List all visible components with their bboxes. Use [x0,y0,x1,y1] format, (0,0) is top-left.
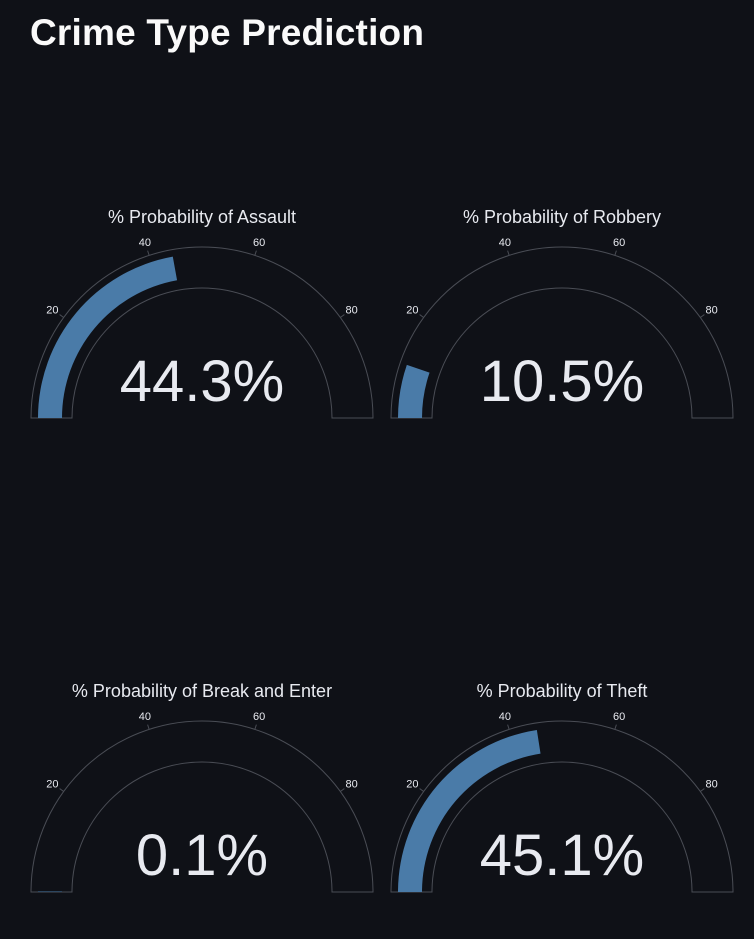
gauge-robbery: 20 40 60 80 % Probability of Robbery 10.5% [382,200,742,440]
gauge-title: % Probability of Break and Enter [72,681,332,701]
gauge-tick-label: 80 [706,304,718,316]
gauge-tick-label: 40 [139,237,151,249]
gauge-tick-label: 80 [346,304,358,316]
gauge-value: 44.3% [120,349,284,414]
gauge-tick-label: 80 [706,778,718,790]
gauge-outline [30,246,374,419]
gauge-tick-label: 40 [139,711,151,723]
gauge-svg: 20 40 60 80 % Probability of Robbery 10.5% [390,207,734,419]
gauge-bar [38,891,63,892]
gauge-tick [700,788,705,792]
gauge-outline [390,720,734,893]
gauge-tick-label: 20 [406,304,418,316]
gauge-bar [398,729,541,892]
gauge-svg: 20 40 60 80 % Probability of Break and Enter… [30,681,374,893]
gauge-tick-label: 40 [499,711,511,723]
gauge-value: 0.1% [136,823,268,888]
gauge-tick-label: 80 [346,778,358,790]
gauge-tick-label: 60 [253,711,265,723]
gauge-assault: 20 40 60 80 % Probability of Assault 44.3% [22,200,382,440]
gauge-tick-label: 60 [613,711,625,723]
gauge-tick-label: 20 [46,304,58,316]
gauge-svg: 20 40 60 80 % Probability of Theft 45.1% [390,681,734,893]
gauge-tick-label: 60 [253,237,265,249]
gauge-title: % Probability of Theft [477,681,648,701]
gauge-tick [419,314,424,318]
gauge-value: 10.5% [480,349,644,414]
gauge-svg: 20 40 60 80 % Probability of Assault 44.3% [30,207,374,419]
gauge-tick-label: 20 [406,778,418,790]
gauge-title: % Probability of Robbery [463,207,661,227]
gauge-value: 45.1% [480,823,644,888]
gauge-tick [340,788,345,792]
gauge-break-and-enter: 20 40 60 80 % Probability of Break and Enter… [22,674,382,914]
gauge-theft: 20 40 60 80 % Probability of Theft 45.1% [382,674,742,914]
gauge-tick [340,314,345,318]
gauge-tick [507,724,510,730]
gauge-tick [419,788,424,792]
gauge-tick [147,724,150,730]
gauge-title: % Probability of Assault [108,207,296,227]
gauge-tick-label: 20 [46,778,58,790]
gauge-tick-label: 60 [613,237,625,249]
gauge-tick [614,250,617,256]
gauge-tick-label: 40 [499,237,511,249]
gauge-tick [700,314,705,318]
gauge-bar [38,256,178,418]
gauge-tick [507,250,510,256]
gauge-bar [398,364,430,418]
gauge-outline [390,246,734,419]
gauge-tick [147,250,150,256]
gauge-tick [59,314,64,318]
gauge-tick [254,250,257,256]
gauge-tick [59,788,64,792]
gauge-tick [254,724,257,730]
gauge-tick [614,724,617,730]
gauge-outline [30,720,374,893]
page-title: Crime Type Prediction [30,12,425,53]
